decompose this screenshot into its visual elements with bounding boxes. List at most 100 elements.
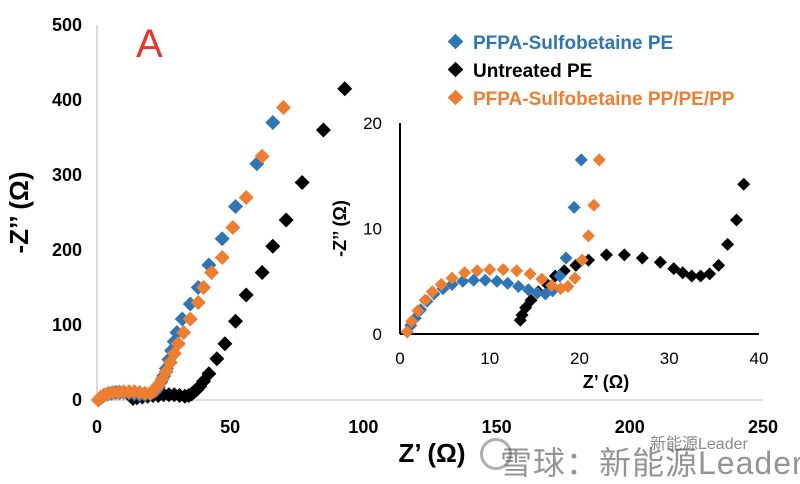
main-x-tick-label: 100 [348, 417, 378, 437]
inset-x-tick-label: 0 [395, 349, 404, 368]
inset-y-tick-label: 10 [363, 220, 382, 239]
inset-point-pfpa-pe [501, 276, 515, 290]
inset-point-pfpa-pppepp [470, 264, 484, 278]
main-point-untreated-pe [217, 336, 233, 352]
inset-point-pfpa-pppepp [587, 198, 601, 212]
main-x-tick-label: 0 [92, 417, 102, 437]
inset-point-pfpa-pe [467, 273, 481, 287]
inset-background [390, 115, 769, 342]
inset-y-tick-label: 0 [373, 325, 382, 344]
inset-point-pfpa-pppepp [575, 253, 589, 267]
main-x-tick-label: 150 [482, 417, 512, 437]
main-point-untreated-pe [265, 238, 281, 254]
legend-label-untreated-pe: Untreated PE [473, 61, 593, 82]
inset-point-pfpa-pppepp [581, 229, 595, 243]
legend-marker-pfpa-pe [447, 34, 464, 50]
main-y-tick-label: 100 [52, 315, 82, 335]
main-y-tick-label: 200 [52, 240, 82, 260]
inset-point-untreated-pe [703, 267, 717, 281]
main-point-pfpa-pe [265, 115, 281, 130]
inset-point-pfpa-pe [574, 153, 588, 167]
legend-label-pfpa-pe: PFPA-Sulfobetaine PE [473, 33, 674, 54]
inset-point-pfpa-pppepp [535, 272, 549, 286]
inset-point-pfpa-pppepp [400, 325, 414, 339]
legend-item-pfpa-pppepp: PFPA-Sulfobetaine PP/PE/PP [446, 86, 734, 114]
main-point-untreated-pe [278, 212, 294, 228]
inset-point-untreated-pe [599, 248, 613, 262]
inset-point-pfpa-pppepp [425, 285, 439, 299]
main-point-untreated-pe [209, 351, 225, 367]
legend-marker-pfpa-pppepp [447, 90, 464, 106]
watermark-main-text: 雪球：新能源Leader [500, 445, 800, 481]
main-point-pfpa-pppepp [275, 100, 291, 115]
inset-y-axis-title: -Z’’ (Ω) [330, 200, 350, 257]
main-point-pfpa-pppepp [204, 265, 220, 280]
inset-point-pfpa-pppepp [411, 304, 425, 318]
inset-point-untreated-pe [617, 248, 631, 262]
inset-point-pfpa-pe [511, 280, 525, 294]
main-point-pfpa-pppepp [238, 190, 254, 205]
main-point-untreated-pe [201, 366, 217, 382]
main-x-tick-label: 50 [220, 417, 240, 437]
inset-point-pfpa-pe [478, 273, 492, 287]
inset-x-tick-label: 20 [570, 349, 589, 368]
main-point-pfpa-pe [228, 199, 244, 214]
main-y-tick-label: 300 [52, 165, 82, 185]
inset-point-untreated-pe [712, 258, 726, 272]
main-point-pfpa-pppepp [196, 280, 212, 295]
main-point-pfpa-pppepp [225, 220, 241, 235]
inset-point-pfpa-pe [490, 274, 504, 288]
inset-point-pfpa-pppepp [523, 267, 537, 281]
inset-point-pfpa-pppepp [561, 280, 575, 294]
inset-x-tick-label: 10 [480, 349, 499, 368]
inset-point-pfpa-pppepp [434, 277, 448, 291]
inset-point-untreated-pe [524, 293, 538, 307]
inset-point-pfpa-pe [559, 251, 573, 265]
inset-point-pfpa-pppepp [458, 266, 472, 280]
main-x-axis-title: Z’ (Ω) [398, 438, 465, 468]
main-point-pfpa-pppepp [214, 250, 230, 265]
inset-point-pfpa-pppepp [483, 263, 497, 277]
inset-point-pfpa-pe [530, 286, 544, 300]
inset-x-axis-title: Z’ (Ω) [583, 372, 629, 392]
inset-point-untreated-pe [685, 269, 699, 283]
inset-point-untreated-pe [721, 237, 735, 251]
legend-item-pfpa-pe: PFPA-Sulfobetaine PE [446, 30, 734, 58]
panel-label: A [136, 22, 163, 66]
inset-point-untreated-pe [737, 177, 751, 191]
main-y-axis-title: -Z’’ (Ω) [4, 172, 34, 254]
legend: PFPA-Sulfobetaine PE Untreated PE PFPA-S… [446, 30, 734, 114]
main-x-tick-label: 250 [748, 417, 778, 437]
main-point-untreated-pe [294, 175, 310, 190]
inset-point-pfpa-pppepp [496, 263, 510, 277]
main-point-untreated-pe [238, 287, 254, 303]
main-y-tick-label: 0 [72, 390, 82, 410]
inset-point-pfpa-pe [456, 274, 470, 288]
inset-point-pfpa-pppepp [445, 271, 459, 285]
main-point-untreated-pe [254, 265, 270, 280]
watermark-logo-icon [480, 438, 512, 470]
main-point-untreated-pe [228, 313, 244, 329]
inset-point-untreated-pe [635, 251, 649, 265]
main-point-pfpa-pe [174, 311, 190, 327]
main-point-untreated-pe [315, 122, 331, 138]
inset-point-pfpa-pe [553, 269, 567, 283]
legend-label-pfpa-pppepp: PFPA-Sulfobetaine PP/PE/PP [473, 89, 735, 110]
watermark-top-text: 新能源Leader [650, 436, 748, 453]
main-point-pfpa-pppepp [170, 336, 186, 352]
main-point-pfpa-pe [214, 231, 230, 247]
legend-marker-untreated-pe [447, 62, 464, 78]
inset-point-pfpa-pppepp [592, 153, 606, 167]
inset-y-tick-label: 20 [363, 114, 382, 133]
main-point-pfpa-pppepp [182, 311, 198, 327]
inset-x-tick-label: 30 [660, 349, 679, 368]
main-point-pfpa-pppepp [190, 295, 206, 310]
inset-point-pfpa-pe [567, 200, 581, 214]
main-y-tick-label: 400 [52, 90, 82, 110]
inset-point-untreated-pe [653, 255, 667, 269]
watermark: 新能源Leader 雪球：新能源Leader [470, 430, 800, 481]
inset-point-untreated-pe [694, 269, 708, 283]
